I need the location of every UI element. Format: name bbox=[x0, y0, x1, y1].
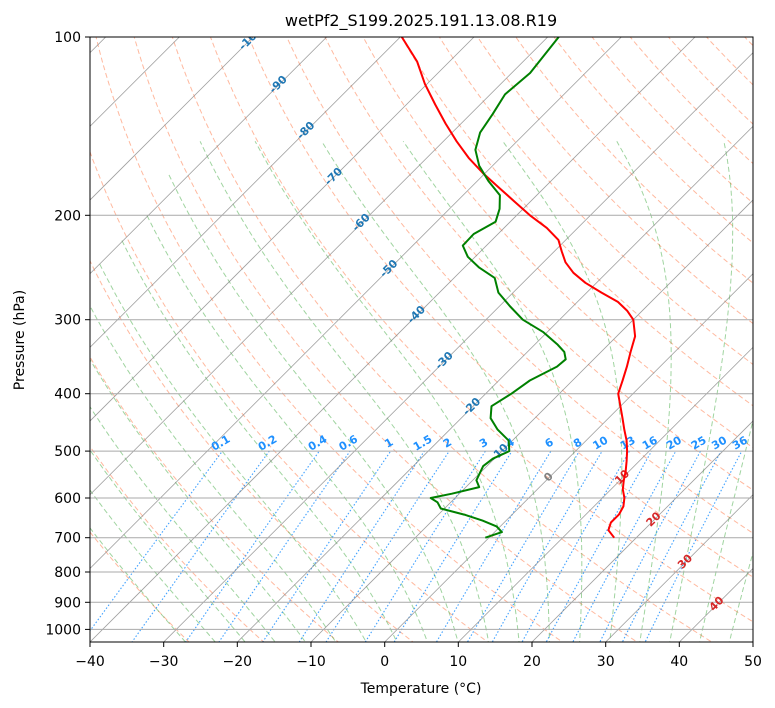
mixing-ratio-line bbox=[364, 450, 486, 642]
chart-title: wetPf2_S199.2025.191.13.08.R19 bbox=[285, 11, 557, 31]
isotherm-line bbox=[90, 37, 622, 569]
moist-adiabat-line bbox=[616, 141, 672, 642]
mixing-ratio-line bbox=[325, 450, 450, 642]
mixing-ratio-line bbox=[621, 450, 722, 642]
moist-adiabat-line bbox=[402, 141, 583, 642]
isotherm-line bbox=[236, 125, 753, 642]
isotherm-line bbox=[457, 346, 753, 642]
x-tick-label: −30 bbox=[149, 654, 179, 670]
dry-adiabat-line bbox=[95, 37, 564, 642]
moist-adiabat-line bbox=[321, 141, 550, 642]
dry-adiabat-line bbox=[591, 37, 753, 204]
isotherm-line bbox=[90, 37, 475, 422]
plot-frame bbox=[89, 36, 754, 643]
moist-adiabat-line bbox=[90, 489, 216, 642]
isotherm-line bbox=[90, 37, 401, 348]
dry-adiabat-lines bbox=[90, 37, 753, 642]
moist-adiabat-line bbox=[254, 141, 520, 642]
isotherm-line bbox=[90, 37, 328, 275]
mixing-ratio-line bbox=[491, 450, 603, 642]
isotherm-line bbox=[605, 494, 753, 642]
x-tick-label: 30 bbox=[597, 654, 615, 670]
x-tick-label: −20 bbox=[223, 654, 253, 670]
y-tick-label: 400 bbox=[54, 387, 81, 403]
moist-adiabat-line bbox=[699, 418, 753, 642]
moist-adiabat-line bbox=[90, 527, 187, 642]
sounding-profiles bbox=[400, 37, 637, 539]
mixing-ratio-line bbox=[218, 450, 351, 642]
dry-adiabat-line bbox=[90, 259, 414, 642]
isotherm-line bbox=[531, 420, 753, 642]
dry-adiabat-line bbox=[209, 37, 753, 623]
y-tick-label: 600 bbox=[54, 491, 81, 507]
isotherm-line bbox=[90, 37, 254, 201]
y-tick-label: 700 bbox=[54, 531, 81, 547]
mixing-ratio-line bbox=[262, 450, 392, 642]
isotherm-lines bbox=[90, 37, 753, 642]
dry-adiabat-line bbox=[90, 150, 489, 642]
dry-adiabat-line bbox=[248, 37, 753, 578]
moist-adiabat-line bbox=[669, 141, 734, 642]
x-tick-label: 20 bbox=[523, 654, 541, 670]
mixing-ratio-line bbox=[393, 450, 513, 642]
y-tick-label: 300 bbox=[54, 313, 81, 329]
mixing-ratio-line bbox=[521, 450, 630, 642]
dry-adiabat-line bbox=[362, 37, 753, 449]
y-axis-ticks: 100 200 300 400 500 600 700 800 900 1000 bbox=[45, 30, 90, 638]
y-tick-label: 900 bbox=[54, 595, 81, 611]
dry-adiabat-line bbox=[133, 37, 638, 642]
dry-adiabat-line bbox=[553, 37, 753, 244]
y-tick-label: 200 bbox=[54, 208, 81, 224]
moist-adiabat-line bbox=[98, 262, 367, 642]
x-tick-label: 10 bbox=[449, 654, 467, 670]
dry-adiabat-line bbox=[171, 37, 713, 642]
x-tick-label: 50 bbox=[744, 654, 762, 670]
x-axis-label: Temperature (°C) bbox=[360, 681, 482, 697]
isotherm-line bbox=[310, 199, 753, 642]
y-tick-label: 1000 bbox=[45, 622, 81, 638]
x-tick-label: −10 bbox=[296, 654, 326, 670]
pressure-grid-lines bbox=[90, 37, 753, 630]
y-tick-label: 500 bbox=[54, 444, 81, 460]
dry-adiabat-line bbox=[667, 37, 753, 125]
dry-adiabat-line bbox=[477, 37, 753, 325]
isotherm-line bbox=[384, 273, 753, 642]
y-tick-label: 100 bbox=[54, 30, 81, 46]
moist-adiabat-line bbox=[121, 239, 398, 642]
moist-adiabat-lines bbox=[90, 141, 753, 642]
moist-adiabat-line bbox=[90, 405, 276, 642]
x-tick-label: −40 bbox=[75, 654, 105, 670]
x-tick-label: 40 bbox=[670, 654, 688, 670]
isotherm-line bbox=[90, 37, 696, 642]
y-axis-label: Pressure (hPa) bbox=[12, 290, 28, 390]
isotherm-line bbox=[90, 37, 180, 127]
moist-adiabat-line bbox=[728, 550, 753, 642]
moist-adiabat-line bbox=[502, 141, 623, 642]
x-axis-ticks: −40 −30 −20 −10 0 10 20 30 40 50 bbox=[75, 642, 762, 670]
moist-adiabat-line bbox=[90, 449, 246, 642]
isotherm-line bbox=[163, 52, 753, 642]
dewpoint-profile-line bbox=[429, 37, 567, 539]
mixing-ratio-line bbox=[435, 450, 552, 642]
isotherm-line bbox=[90, 37, 549, 496]
mixing-ratio-line bbox=[545, 450, 653, 642]
dry-adiabat-line bbox=[90, 445, 265, 642]
moist-adiabat-line bbox=[167, 173, 459, 642]
mixing-ratio-line bbox=[185, 450, 320, 642]
mixing-ratio-line bbox=[644, 450, 743, 642]
y-tick-label: 800 bbox=[54, 565, 81, 581]
x-tick-label: 0 bbox=[380, 654, 389, 670]
moist-adiabat-line bbox=[90, 358, 306, 642]
dry-adiabat-line bbox=[286, 37, 753, 534]
temperature-profile-line bbox=[400, 37, 637, 539]
dry-adiabat-line bbox=[90, 531, 190, 642]
dry-adiabat-line bbox=[400, 37, 753, 407]
